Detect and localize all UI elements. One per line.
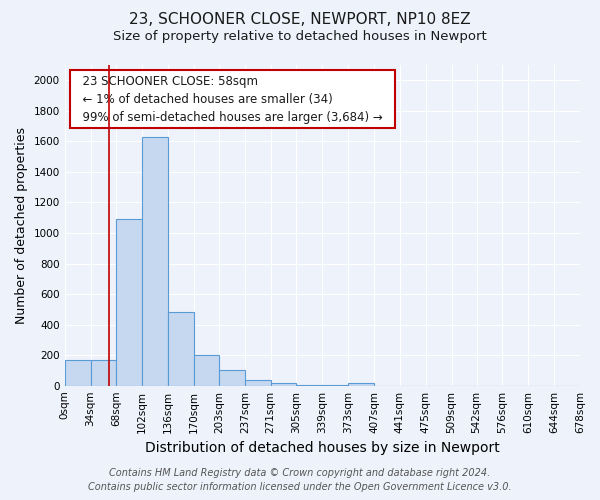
Bar [348, 382, 374, 386]
Text: Size of property relative to detached houses in Newport: Size of property relative to detached ho… [113, 30, 487, 43]
X-axis label: Distribution of detached houses by size in Newport: Distribution of detached houses by size … [145, 441, 500, 455]
Bar [271, 382, 296, 386]
Bar [296, 385, 322, 386]
Bar [142, 137, 168, 386]
Text: 23, SCHOONER CLOSE, NEWPORT, NP10 8EZ: 23, SCHOONER CLOSE, NEWPORT, NP10 8EZ [129, 12, 471, 28]
Text: 23 SCHOONER CLOSE: 58sqm  
  ← 1% of detached houses are smaller (34)  
  99% of: 23 SCHOONER CLOSE: 58sqm ← 1% of detache… [75, 74, 390, 124]
Y-axis label: Number of detached properties: Number of detached properties [15, 127, 28, 324]
Bar [245, 380, 271, 386]
Bar [168, 312, 194, 386]
Bar [65, 360, 91, 386]
Bar [194, 355, 219, 386]
Bar [219, 370, 245, 386]
Bar [322, 385, 348, 386]
Text: Contains HM Land Registry data © Crown copyright and database right 2024.
Contai: Contains HM Land Registry data © Crown c… [88, 468, 512, 492]
Bar [91, 360, 116, 386]
Bar [116, 219, 142, 386]
